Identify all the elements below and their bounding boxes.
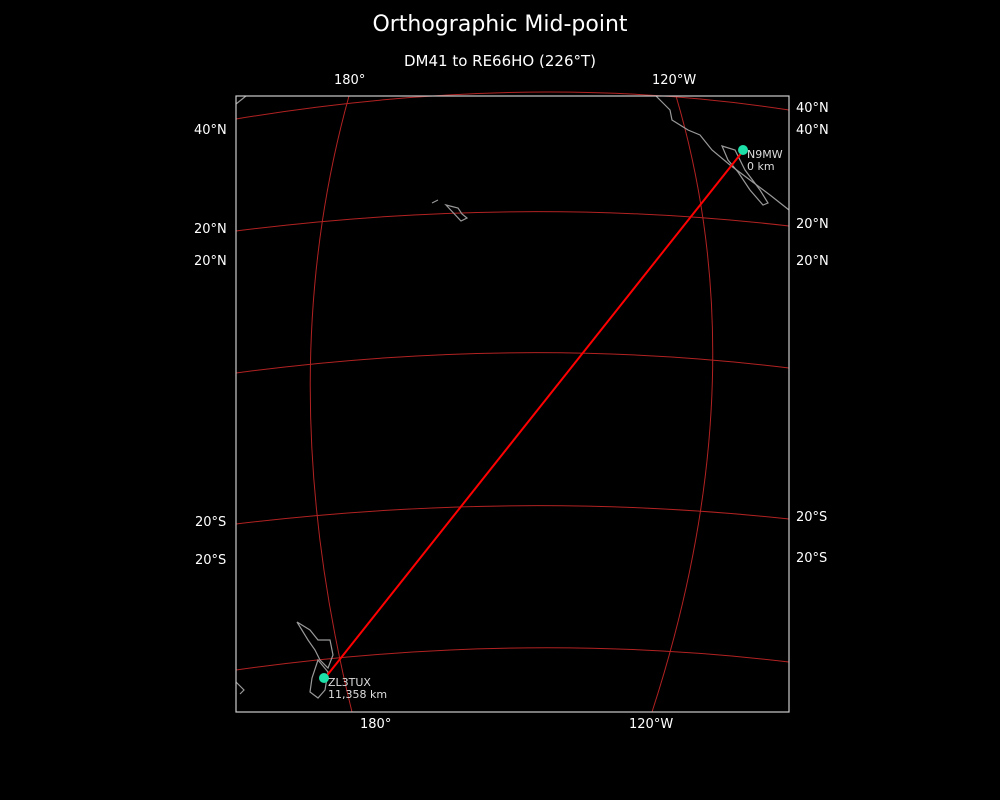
parallel-20n xyxy=(235,211,790,232)
coast-north-america xyxy=(655,95,790,211)
right-label: 20°S xyxy=(796,510,828,525)
parallel-20s xyxy=(235,505,790,525)
coast-corner xyxy=(235,95,247,105)
right-label: 20°N xyxy=(796,217,829,232)
top-label-180: 180° xyxy=(334,73,366,88)
bottom-label-120w: 120°W xyxy=(629,717,674,732)
left-label: 20°S xyxy=(195,553,227,568)
right-label: 20°N xyxy=(796,254,829,269)
great-circle-path xyxy=(324,150,744,679)
left-label: 20°N xyxy=(194,254,227,269)
station-call: N9MW xyxy=(747,148,783,161)
coastlines xyxy=(235,95,790,699)
graticule xyxy=(235,91,790,713)
map-frame xyxy=(235,95,790,713)
right-label: 40°N xyxy=(796,123,829,138)
coast-new-zealand-south xyxy=(309,658,329,699)
left-label: 20°S xyxy=(195,515,227,530)
station-marker-n9mw xyxy=(738,145,748,155)
station-distance: 11,358 km xyxy=(328,688,388,701)
map-subtitle: DM41 to RE66HO (226°T) xyxy=(403,52,596,70)
left-label: 40°N xyxy=(194,123,227,138)
coast-australia-edge xyxy=(235,681,245,695)
coast-baja xyxy=(720,145,769,206)
right-label: 40°N xyxy=(796,101,829,116)
station-label-n9mw: N9MW 0 km xyxy=(747,149,783,173)
station-distance: 0 km xyxy=(747,160,775,173)
top-label-120w: 120°W xyxy=(652,73,697,88)
station-marker-zl3tux xyxy=(319,673,329,683)
bottom-label-180: 180° xyxy=(360,717,392,732)
right-label: 20°S xyxy=(796,551,828,566)
meridian-120w xyxy=(651,95,714,713)
coast-new-zealand-north xyxy=(296,621,334,670)
station-call: ZL3TUX xyxy=(328,676,371,689)
parallel-0 xyxy=(235,352,790,374)
meridian-180 xyxy=(309,95,353,713)
parallel-40s xyxy=(235,647,790,671)
left-label: 20°N xyxy=(194,222,227,237)
station-label-zl3tux: ZL3TUX 11,358 km xyxy=(328,677,387,701)
parallel-40n xyxy=(235,91,790,120)
coast-hawaii xyxy=(431,199,469,222)
map-title: Orthographic Mid-point xyxy=(372,12,628,37)
